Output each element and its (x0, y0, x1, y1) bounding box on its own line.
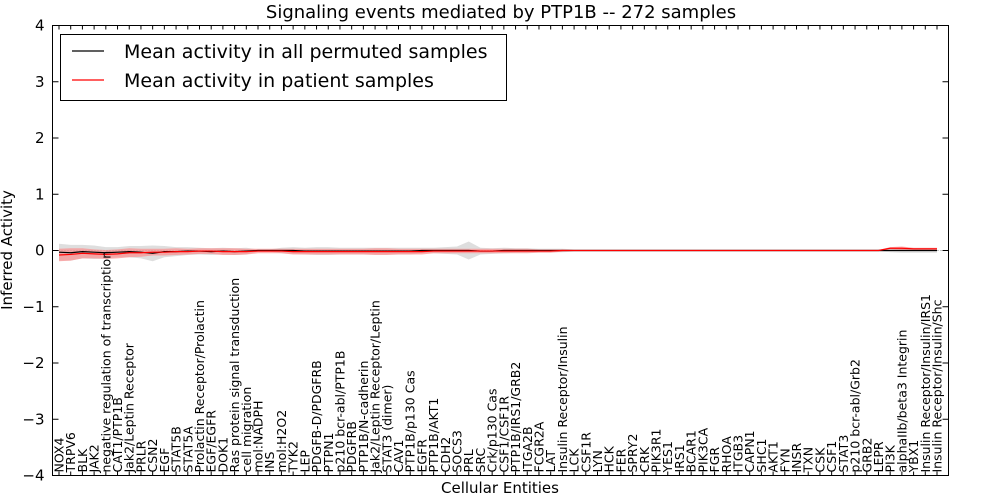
category-label: LYN (590, 450, 605, 472)
plot-area (52, 241, 949, 262)
category-label: FYN (777, 448, 792, 472)
category-label: GRB2 (859, 438, 874, 473)
category-label: BLK (75, 448, 90, 473)
category-label: YES1 (660, 441, 675, 473)
category-label: CDH2 (438, 437, 453, 473)
category-label: CSF1 (824, 441, 839, 473)
category-label: p210 bcr-abl/PTP1B (332, 351, 347, 473)
y-axis: −4 −3 −2 −1 0 1 2 3 4 (22, 17, 949, 485)
category-label: STAT5A (180, 426, 195, 473)
category-label: PDGFRB (344, 421, 359, 472)
category-label: Insulin Receptor/Insulin/IRS1 (918, 294, 933, 472)
category-label: Ras protein signal transduction (227, 278, 242, 473)
category-label: LAT (543, 450, 558, 473)
category-label: negative regulation of transcription (98, 251, 113, 473)
category-label: CAT1/PTP1B (110, 397, 125, 472)
series-line-patient (58, 247, 937, 256)
category-label: HCK (602, 445, 617, 472)
legend: Mean activity in all permuted samples Me… (60, 34, 507, 101)
category-label: PTPN1 (321, 432, 336, 472)
category-label: AKT1 (766, 441, 781, 472)
category-label: LCK (567, 448, 582, 473)
category-label: CSF1R (578, 432, 593, 473)
category-label: CSF1/CSF1R (496, 396, 511, 473)
legend-box (60, 34, 507, 101)
category-label: INSR (789, 443, 804, 473)
y-tick-label: −1 (22, 298, 44, 316)
category-label: SHC1 (754, 438, 769, 472)
category-label: PTP1B/AKT1 (426, 398, 441, 473)
category-label: SPRY2 (625, 434, 640, 473)
y-tick-label: 3 (35, 73, 45, 91)
plot-frame (52, 25, 949, 476)
y-tick-label: 4 (35, 17, 45, 35)
category-label: STAT3 (dimer) (379, 385, 394, 473)
category-label: BCAR1 (684, 430, 699, 472)
category-label: mol:NADPH (251, 401, 266, 473)
y-tick-label: 1 (35, 185, 45, 203)
category-label: SRC (473, 448, 488, 473)
category-label: Insulin Receptor/Insulin/Shc (930, 299, 945, 472)
category-label: FCGR2A (531, 421, 546, 472)
category-label: INS (262, 451, 277, 472)
category-label: EGFR (414, 439, 429, 473)
category-label: PDGFB-D/PDGFRB (309, 360, 324, 472)
category-label: Jak2/Leptin Receptor/Leptin (368, 300, 383, 473)
category-label: CAPN1 (742, 430, 757, 472)
category-label: PIK3CA (695, 427, 710, 472)
category-label: STAT3 (836, 435, 851, 473)
category-label: Crk/p130 Cas (485, 389, 500, 473)
category-label: LEP (297, 450, 312, 473)
category-label: FGR (707, 447, 722, 473)
category-label: LEPR (871, 441, 886, 472)
y-tick-label: −4 (22, 467, 44, 485)
category-label: PRLR (133, 440, 148, 472)
y-axis-label: Inferred Activity (0, 190, 16, 310)
category-label: CSN2 (145, 439, 160, 473)
category-label: RHOA (719, 436, 734, 473)
category-label: EGF/EGFR (204, 410, 219, 473)
category-label: FER (613, 448, 628, 472)
legend-label-permuted: Mean activity in all permuted samples (124, 41, 487, 63)
category-label: DOK1 (215, 437, 230, 473)
category-label: CAV1 (391, 440, 406, 473)
category-label: PIK3R1 (649, 428, 664, 472)
category-label: PTP1B/N-cadherin (356, 361, 371, 473)
category-label: alphaIIb/beta3 Integrin (894, 330, 909, 473)
category-label: CSK (812, 447, 827, 473)
category-label: YBX1 (906, 440, 921, 474)
x-axis-label: Cellular Entities (441, 479, 559, 497)
category-label: PRL (461, 449, 476, 472)
category-label: mol:H2O2 (274, 410, 289, 473)
category-label: ITGB3 (730, 435, 745, 473)
category-label: TXN (801, 447, 816, 474)
category-label: NOX4 (52, 438, 67, 473)
chart-title: Signaling events mediated by PTP1B -- 27… (266, 2, 736, 23)
category-label: cell migration (239, 387, 254, 473)
y-tick-label: −3 (22, 410, 44, 428)
category-label: SOCS3 (450, 430, 465, 472)
category-label: Prolactin Receptor/Prolactin (192, 300, 207, 472)
category-label: PI3K (883, 444, 898, 472)
category-label: PTP1B/p130 Cas (403, 370, 418, 472)
category-label: CRK (637, 446, 652, 472)
category-label: TRPV6 (63, 432, 78, 473)
category-label: IRS1 (672, 444, 687, 472)
category-label: p210 bcr-abl/Grb2 (848, 359, 863, 472)
category-label: Jak2/Leptin Receptor (122, 342, 137, 473)
category-label: TYK2 (286, 441, 301, 473)
category-label: STAT5B (169, 426, 184, 472)
category-label: PTP1B/IRS1/GRB2 (508, 362, 523, 473)
y-tick-label: 2 (35, 129, 45, 147)
category-label: JAK2 (87, 444, 102, 473)
category-label: EGF (157, 448, 172, 473)
y-tick-label: 0 (35, 242, 45, 260)
y-tick-label: −2 (22, 354, 44, 372)
category-label: Insulin Receptor/Insulin (555, 326, 570, 472)
legend-label-patient: Mean activity in patient samples (124, 70, 434, 92)
category-label: ITGA2B (520, 426, 535, 472)
